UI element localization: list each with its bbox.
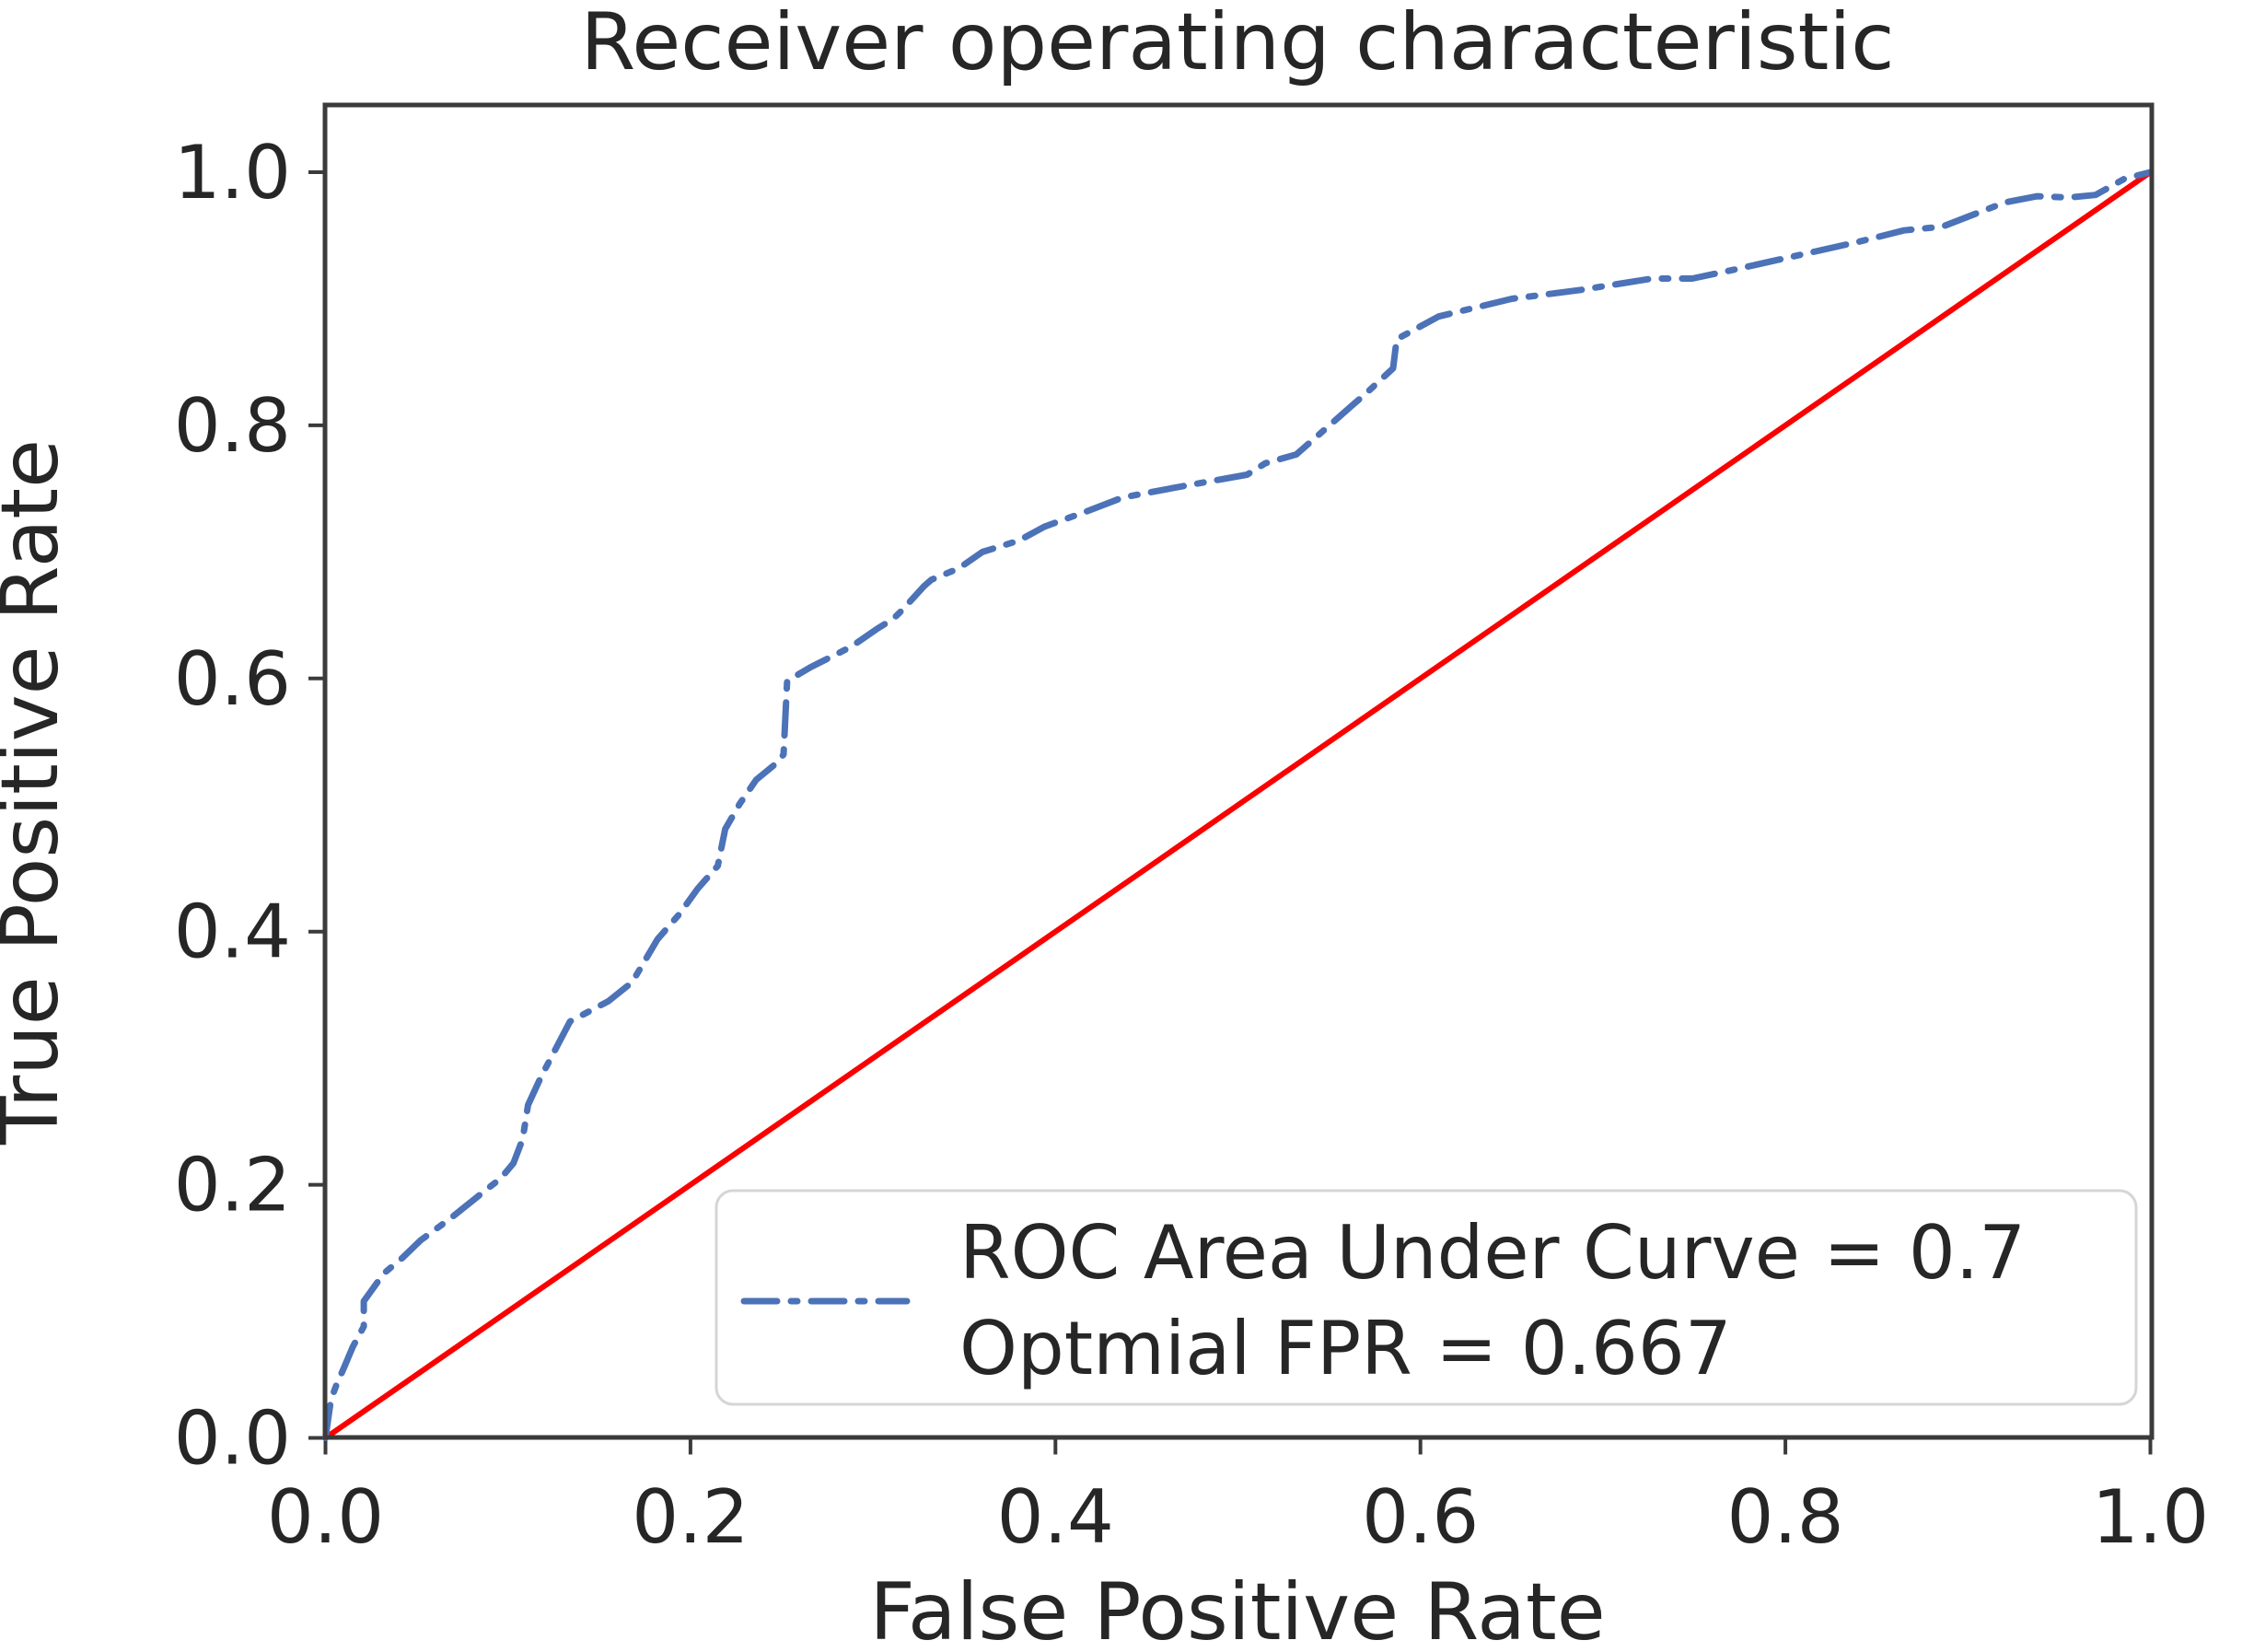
x-tick-label: 0.6 bbox=[1362, 1474, 1479, 1560]
legend-box bbox=[714, 1189, 2138, 1406]
series-layer bbox=[322, 169, 2154, 1441]
y-tick-label: 0.0 bbox=[174, 1396, 291, 1482]
x-tick-label: 0.8 bbox=[1726, 1474, 1843, 1560]
x-tick-label: 0.2 bbox=[632, 1474, 749, 1560]
y-tick-label: 0.4 bbox=[174, 890, 291, 975]
chart-title: Receiver operating characteristic bbox=[580, 0, 1894, 88]
plot-border bbox=[322, 102, 2155, 1440]
legend: ROC Area Under Curve = 0.7 Optmial FPR =… bbox=[714, 1189, 2138, 1406]
x-tick-label: 0.4 bbox=[997, 1474, 1114, 1560]
y-tick-label: 0.8 bbox=[174, 383, 291, 469]
legend-label-line-2: Optmial FPR = 0.667 bbox=[959, 1306, 1732, 1391]
chance-diagonal-line bbox=[322, 169, 2154, 1441]
x-tick-label: 1.0 bbox=[2092, 1474, 2209, 1560]
axis-ticks-layer: 0.0 0.2 0.4 0.6 0.8 1.0 0.0 0.2 0.4 0.6 0.8 1.0 bbox=[174, 130, 2209, 1560]
x-tick-label: 0.0 bbox=[267, 1474, 384, 1560]
y-tick-label: 0.2 bbox=[174, 1143, 291, 1228]
legend-label-line-1: ROC Area Under Curve = 0.7 bbox=[959, 1210, 2026, 1296]
roc-curve-line bbox=[322, 169, 2154, 1441]
x-axis-label: False Positive Rate bbox=[869, 1566, 1605, 1652]
y-tick-label: 0.6 bbox=[174, 636, 291, 722]
y-axis-label: True Positive Rate bbox=[0, 439, 76, 1146]
y-tick-label: 1.0 bbox=[174, 130, 291, 215]
